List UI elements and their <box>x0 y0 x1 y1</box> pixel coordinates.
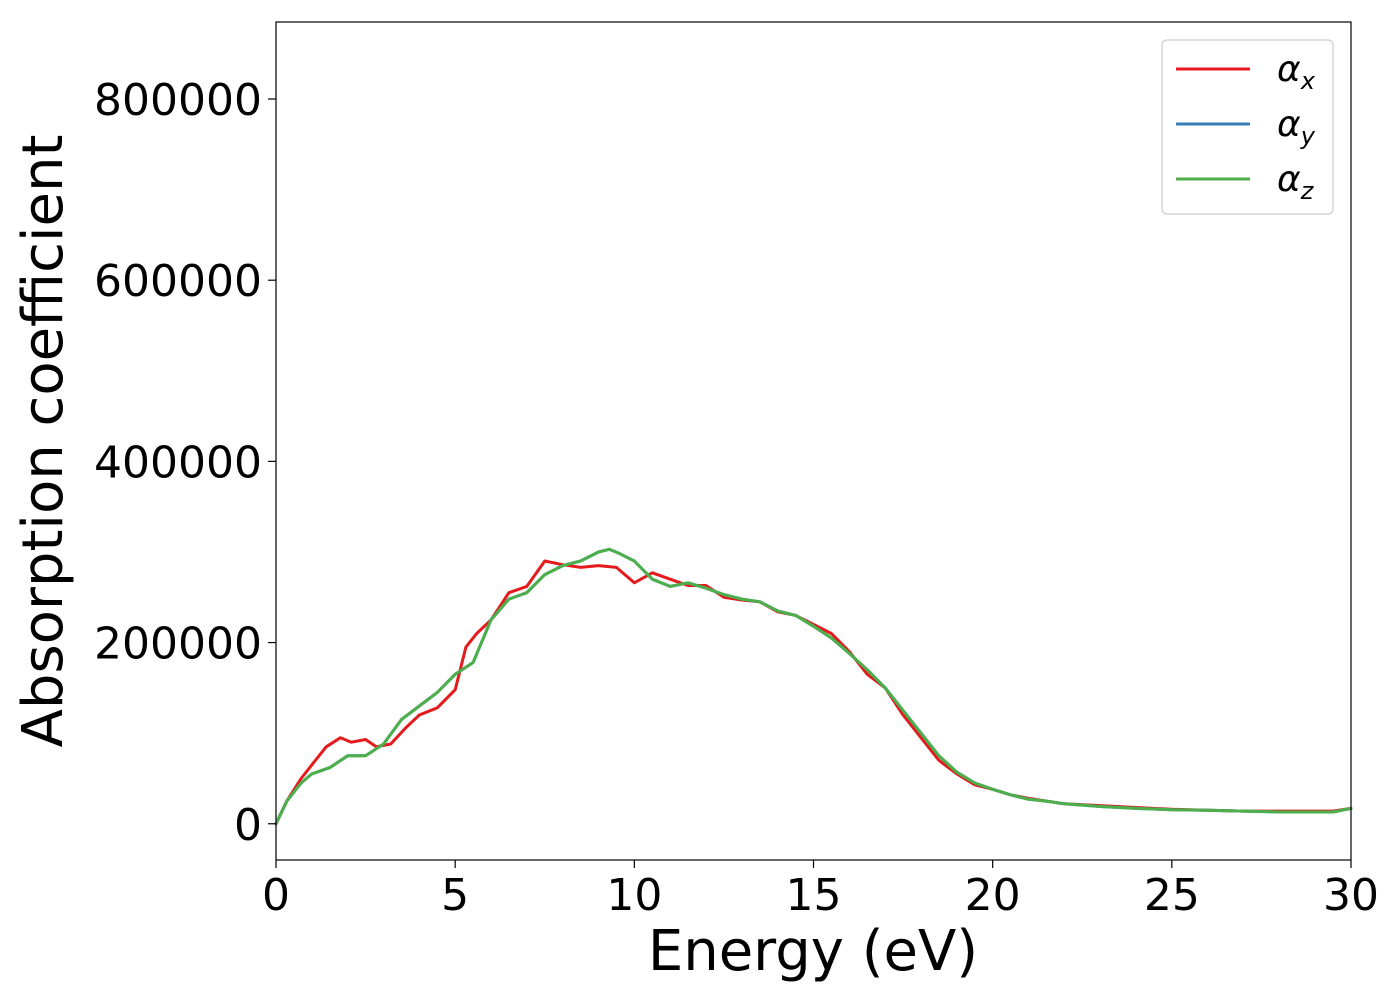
legend: αx αy αz <box>1161 39 1334 215</box>
y-tick-label: 800000 <box>94 75 262 126</box>
x-tick-label: 5 <box>441 870 469 921</box>
x-tick-label: 30 <box>1323 870 1379 921</box>
legend-label-z: αz <box>1277 159 1315 205</box>
y-tick-label: 600000 <box>94 256 262 307</box>
x-tick-label: 25 <box>1144 870 1200 921</box>
y-tick-label: 200000 <box>94 619 262 670</box>
x-axis: 0 5 10 15 20 25 30 <box>262 860 1379 921</box>
x-tick-label: 15 <box>786 870 842 921</box>
y-axis: 0 200000 400000 600000 800000 <box>94 75 276 851</box>
legend-label-y: αy <box>1277 104 1316 150</box>
y-tick-label: 400000 <box>94 437 262 488</box>
series-layer <box>274 547 1353 826</box>
legend-label-x: αx <box>1277 49 1316 95</box>
x-tick-label: 20 <box>965 870 1021 921</box>
y-tick-label: 0 <box>234 800 262 851</box>
x-tick-label: 0 <box>262 870 290 921</box>
legend-box <box>1161 39 1334 215</box>
series-line-z <box>274 547 1353 826</box>
x-axis-title: Energy (eV) <box>648 919 978 984</box>
y-axis-title: Absorption coefficient <box>11 135 76 748</box>
x-tick-label: 10 <box>606 870 662 921</box>
